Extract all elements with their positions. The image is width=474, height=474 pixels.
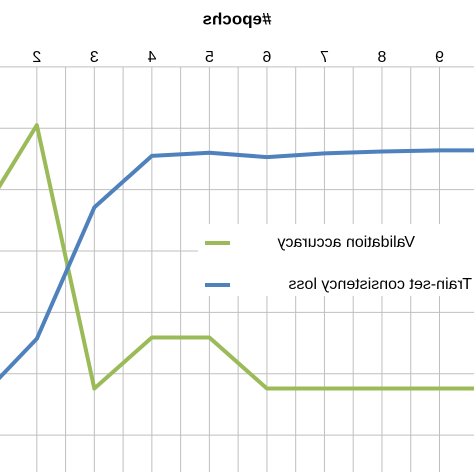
legend-label: Train-set consistency loss [289, 276, 472, 293]
plot-area [0, 123, 474, 391]
x-tick-label: 2 [32, 49, 41, 66]
x-tick-label: 3 [90, 49, 99, 66]
series-line [0, 123, 474, 391]
series-line [0, 148, 474, 381]
x-tick-label: 6 [262, 49, 271, 66]
x-tick-label: 4 [147, 49, 156, 66]
chart-title: #epochs [203, 9, 272, 28]
x-tick-label: 8 [377, 49, 386, 66]
x-tick-label: 9 [435, 49, 444, 66]
x-tick-label: 7 [320, 49, 329, 66]
legend-label: Validation accuracy [277, 234, 415, 251]
legend-box [198, 224, 474, 296]
x-tick-label: 5 [205, 49, 214, 66]
